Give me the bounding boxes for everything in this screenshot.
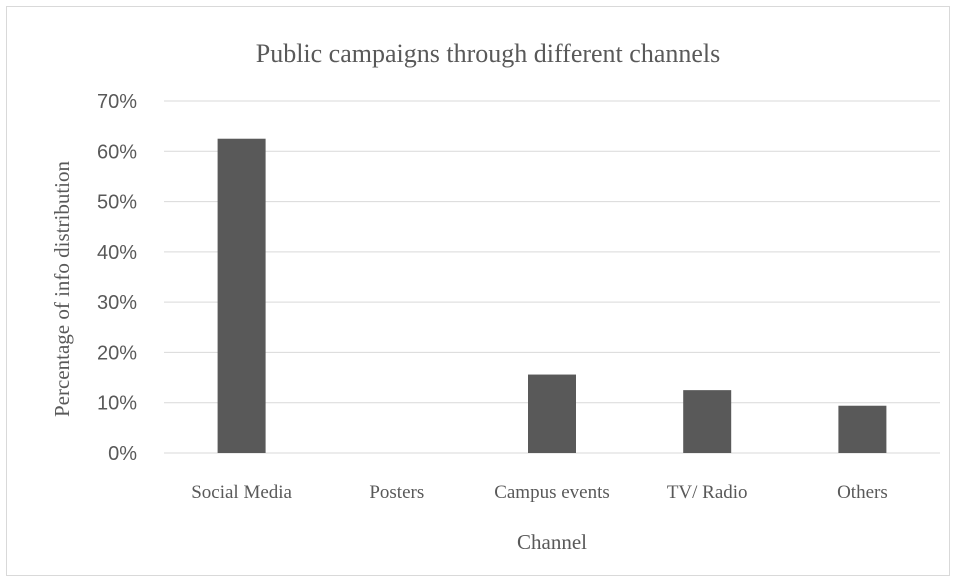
x-category-label: TV/ Radio [667, 482, 748, 503]
bar-tv-radio [683, 390, 732, 453]
x-category-label: Others [837, 482, 888, 503]
x-category-label: Posters [369, 482, 424, 503]
bar-campus-events [528, 374, 576, 453]
y-tick-label: 70% [97, 91, 137, 113]
y-axis-ticks: 0% 10% 20% 30% 40% 50% 60% 70% [97, 91, 137, 465]
y-tick-label: 30% [97, 292, 137, 314]
bar-others [838, 405, 887, 453]
y-tick-label: 60% [97, 141, 137, 163]
gridlines [164, 100, 940, 454]
chart-title: Public campaigns through different chann… [256, 39, 721, 68]
y-tick-label: 20% [97, 342, 137, 364]
x-axis-categories: Social Media Posters Campus events TV/ Radi… [191, 482, 888, 503]
y-axis-title: Percentage of info distribution [50, 160, 74, 417]
y-tick-label: 0% [108, 443, 137, 465]
x-category-label: Campus events [494, 482, 610, 503]
x-category-label: Social Media [191, 482, 292, 503]
bar-social-media [217, 138, 266, 453]
bars [217, 138, 887, 453]
y-tick-label: 40% [97, 242, 137, 264]
x-axis-title: Channel [517, 530, 587, 554]
y-tick-label: 50% [97, 192, 137, 214]
y-tick-label: 10% [97, 393, 137, 415]
